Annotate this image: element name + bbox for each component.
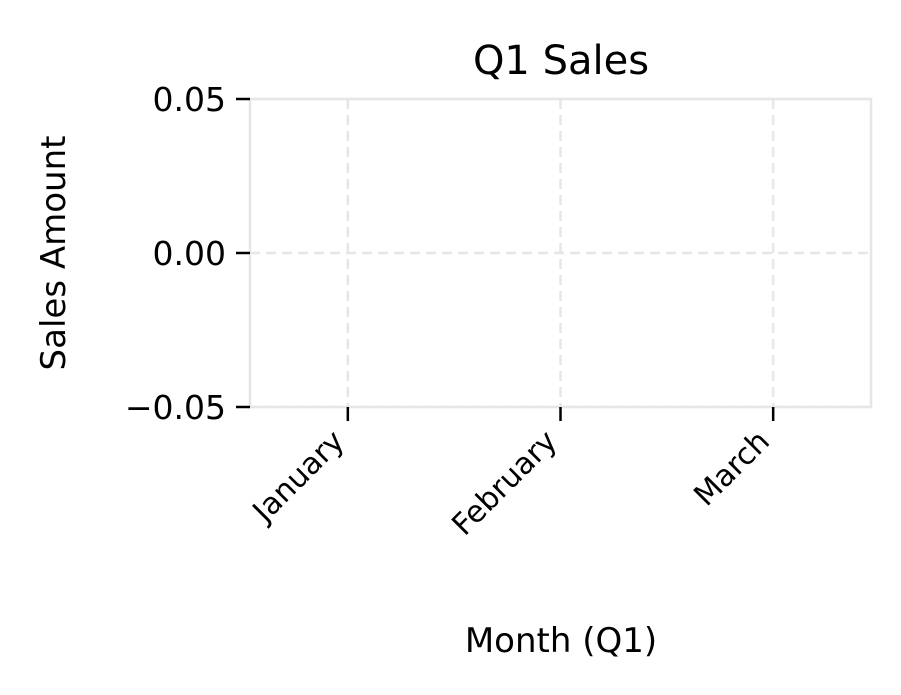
y-tick-label: 0.05 xyxy=(153,80,226,119)
y-axis-label: Sales Amount xyxy=(34,136,74,371)
y-tick-label: −0.05 xyxy=(125,388,226,427)
plot-area: −0.05 0.00 0.05 January February March xyxy=(125,80,873,543)
x-tick-label: March xyxy=(687,424,776,513)
y-tick-label: 0.00 xyxy=(153,234,226,273)
chart-title: Q1 Sales xyxy=(473,38,649,84)
x-tick-label: January xyxy=(245,424,352,531)
x-tick-label: February xyxy=(445,424,564,543)
x-axis-label: Month (Q1) xyxy=(465,621,657,661)
